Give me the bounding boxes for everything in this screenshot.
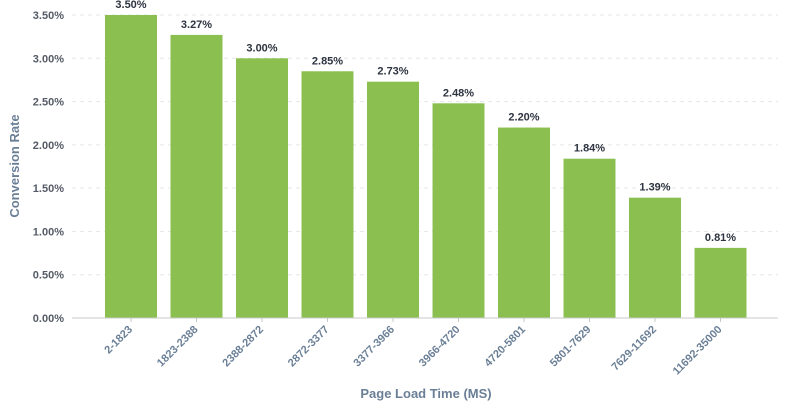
y-tick-label: 1.50% [33,183,64,195]
x-tick-label-2872-3377: 2872-3377 [286,324,332,370]
x-axis: 2-1823 1823-2388 2388-2872 2872-3377 3377-39… [72,317,778,378]
bar-3377-3966 [367,81,419,318]
bar-1823-2388 [170,34,223,318]
bars [105,15,747,319]
bar-2-1823 [105,15,157,318]
y-tick-label: 1.00% [33,226,64,238]
x-tick-label-3966-4720: 3966-4720 [417,324,463,370]
y-tick-label: 0.50% [33,270,64,282]
grid-lines [72,14,778,276]
data-label-2388-2872: 3.00% [246,42,277,54]
bar-2388-2872 [236,58,288,319]
x-tick-label-11692-35000: 11692-35000 [671,324,725,378]
x-tick-label-2388-2872: 2388-2872 [220,324,266,370]
y-tick-label: 2.00% [33,140,64,152]
x-tick-label-4720-5801: 4720-5801 [482,324,528,370]
y-tick-label: 0.00% [33,313,64,325]
y-tick-label: 2.50% [33,97,64,109]
x-axis-title: Page Load Time (MS) [360,386,491,401]
data-labels: 3.50% 3.27% 3.00% 2.85% 2.73% 2.48% 2.20% 1.84%… [115,0,736,244]
y-axis: 0.00% 0.50% 1.00% 1.50% 2.00% 2.50% 3.00% 3.50% [33,10,64,325]
data-label-4720-5801: 2.20% [508,112,539,124]
x-tick-label-3377-3966: 3377-3966 [351,324,397,370]
bar-5801-7629 [563,158,616,318]
bar-3966-4720 [432,103,485,318]
data-label-11692-35000: 0.81% [705,232,736,244]
data-label-3966-4720: 2.48% [443,87,474,99]
y-tick-label: 3.50% [33,10,64,22]
data-label-5801-7629: 1.84% [574,143,605,155]
x-tick-label-1823-2388: 1823-2388 [155,324,201,370]
data-label-7629-11692: 1.39% [639,182,670,194]
x-tick-label-5801-7629: 5801-7629 [548,324,594,370]
x-tick-label-2-1823: 2-1823 [102,324,135,357]
bar-11692-35000 [694,247,747,318]
data-label-3377-3966: 2.73% [377,66,408,78]
y-axis-title: Conversion Rate [7,114,22,217]
x-tick-label-7629-11692: 7629-11692 [610,324,660,374]
y-tick-label: 3.00% [33,53,64,65]
data-label-2-1823: 3.50% [115,0,146,11]
bar-2872-3377 [301,71,354,319]
data-label-2872-3377: 2.85% [312,55,343,67]
bar-4720-5801 [498,127,550,319]
data-label-1823-2388: 3.27% [181,19,212,31]
bar-7629-11692 [629,197,681,318]
